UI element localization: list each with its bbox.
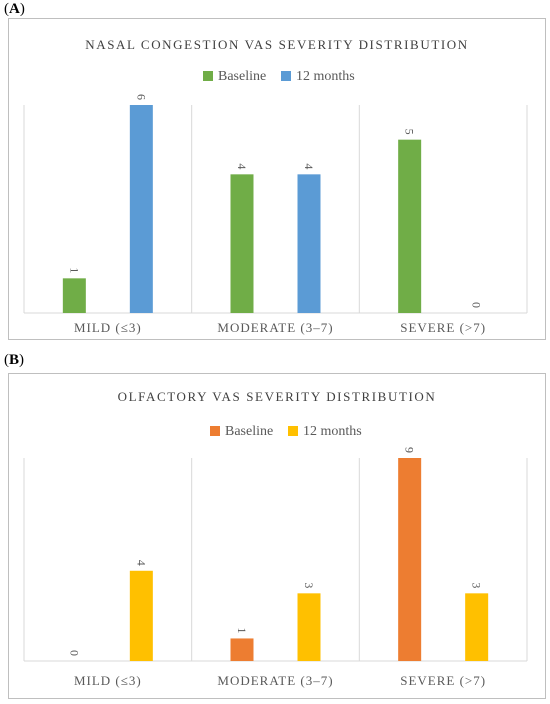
panel-a-data-label: 1 [67,267,81,273]
panel-a-bar [62,278,86,313]
panel-b-data-label: 1 [235,627,249,633]
panel-b-legend-label-0: Baseline [225,424,273,439]
panel-b-letter: B [9,352,20,368]
panel-a-data-label: 0 [470,302,484,308]
panel-b-tick-label: MODERATE (3–7) [217,673,333,688]
panel-b-data-label: 0 [67,650,81,656]
panel-a-label: (A) [4,1,25,17]
panel-a-bar [129,105,153,313]
panel-a-data-label: 4 [235,163,249,169]
panel-a-legend-swatch-0 [203,71,213,81]
panel-a-svg: NASAL CONGESTION VAS SEVERITY DISTRIBUTI… [23,37,528,335]
panel-a-legend-label-0: Baseline [218,69,266,84]
panel-b-chart: OLFACTORY VAS SEVERITY DISTRIBUTION Basel… [8,373,546,699]
panel-a-data-label: 5 [403,129,417,135]
panel-b-data-label: 9 [403,447,417,453]
panel-b-tick-label: MILD (≤3) [74,673,142,688]
panel-b-data-label: 4 [134,560,148,566]
panel-b-legend-swatch-1 [288,426,298,436]
panel-b-legend-swatch-0 [210,426,220,436]
panel-b-title: OLFACTORY VAS SEVERITY DISTRIBUTION [118,389,437,404]
panel-a-tick-label: SEVERE (>7) [400,320,486,335]
panel-a-legend-label-1: 12 months [296,69,355,84]
panel-a-bar [297,174,321,313]
panel-b-bar [398,458,422,661]
panel-a-bar [398,139,422,313]
panel-a-legend-swatch-1 [281,71,291,81]
panel-a-data-label: 6 [134,94,148,100]
panel-b-tick-label: SEVERE (>7) [400,673,486,688]
panel-b-bar [297,593,321,661]
panel-b-bar [465,593,489,661]
panel-a-tick-label: MILD (≤3) [74,320,142,335]
panel-b-bar [129,570,153,661]
panel-b-svg: OLFACTORY VAS SEVERITY DISTRIBUTION Basel… [23,389,528,688]
panel-a-letter: A [9,1,20,17]
panel-b-data-label: 3 [470,582,484,588]
panel-a-chart: NASAL CONGESTION VAS SEVERITY DISTRIBUTI… [8,18,546,340]
panel-b-legend-label-1: 12 months [303,424,362,439]
panel-b-data-label: 3 [302,582,316,588]
panel-b-bar [230,638,254,661]
panel-b-label: (B) [4,352,25,368]
panel-a-title: NASAL CONGESTION VAS SEVERITY DISTRIBUTI… [85,37,469,52]
panel-a-tick-label: MODERATE (3–7) [217,320,333,335]
panel-a-bar [230,174,254,313]
panel-a-data-label: 4 [302,163,316,169]
